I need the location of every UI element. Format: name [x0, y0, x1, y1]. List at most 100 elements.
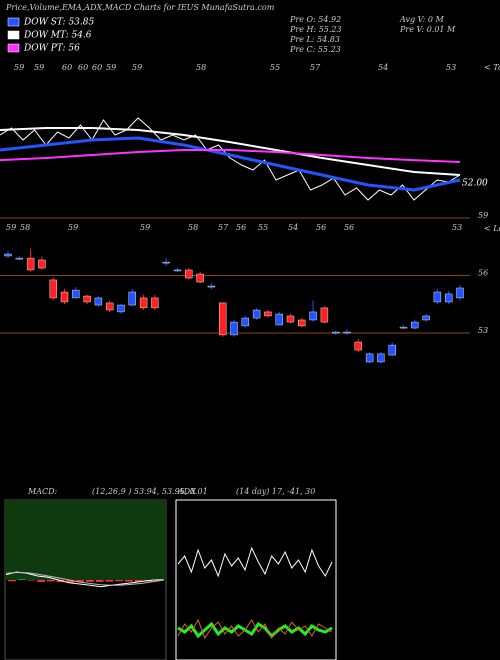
tops-label: 53 [446, 63, 456, 72]
stat-label: Pre V: 0.01 M [399, 25, 456, 34]
legend-label: DOW PT: 56 [23, 44, 80, 54]
candle-body [173, 269, 182, 272]
y-tick-label: 53 [478, 326, 488, 335]
lows-label: 56 [236, 223, 246, 232]
tops-label: 54 [378, 63, 388, 72]
candle-body [162, 261, 170, 264]
macd-histogram-bar [76, 580, 85, 582]
lows-label: 59 [140, 223, 150, 232]
legend-swatch [7, 43, 20, 53]
candle-body [252, 309, 261, 319]
tops-label: 55 [270, 63, 280, 72]
candle-body [388, 344, 396, 356]
stat-label: Pre O: 54.92 [289, 15, 341, 24]
macd-positive-zone [5, 500, 166, 580]
candle-body [83, 295, 91, 303]
lows-label: 56 [316, 223, 326, 232]
legend-label: DOW ST: 53.85 [23, 18, 94, 28]
macd-histogram-bar [56, 580, 65, 583]
lows-label: 57 [218, 223, 229, 232]
candle-body [298, 319, 306, 327]
tops-label: 59 [34, 63, 44, 72]
macd-line [5, 571, 165, 588]
lows-label: 54 [288, 223, 298, 232]
candle-body [365, 353, 374, 363]
macd-histogram-bar [47, 580, 55, 582]
lows-label: 58 [20, 223, 30, 232]
adx-line [177, 546, 333, 578]
macd-label: MACD: [27, 487, 58, 496]
candle-body [196, 273, 204, 283]
series-line [0, 136, 461, 192]
tops-label: 59 [132, 63, 142, 72]
candle-body [309, 311, 317, 321]
candle-body [422, 315, 430, 321]
candle-body [15, 257, 24, 260]
candle-body [151, 297, 159, 309]
lows-label: 53 [452, 223, 462, 232]
candle-body [230, 321, 238, 336]
candle-body [139, 297, 148, 309]
candle-body [377, 353, 385, 363]
candle-body [207, 285, 216, 288]
macd-histogram-bar [17, 579, 26, 580]
tops-label: 60 [78, 63, 88, 72]
candle-body [433, 291, 442, 303]
candle-body [343, 331, 351, 334]
stat-label: Pre L: 54.83 [289, 35, 340, 44]
candle-body [4, 253, 12, 257]
macd-histogram-bar [125, 580, 133, 582]
candle-body [445, 293, 453, 303]
tops-marker: < Tops [484, 63, 500, 72]
candle-body [49, 279, 57, 299]
macd-histogram-bar [115, 580, 124, 582]
macd-histogram-bar [86, 580, 94, 582]
candle-body [354, 341, 362, 351]
lows-label: 56 [344, 223, 354, 232]
candle-body [72, 289, 80, 299]
stat-label: Pre H: 55.23 [289, 25, 342, 34]
y-tick-label: 59 [478, 211, 488, 220]
series-line [0, 117, 461, 201]
lows-label: 55 [258, 223, 268, 232]
series-line [0, 149, 461, 163]
adx-line [177, 621, 333, 639]
series-line [0, 127, 461, 176]
y-tick-label: 56 [478, 269, 488, 278]
candle-body [241, 317, 250, 327]
candle-body [264, 311, 272, 317]
macd-histogram-bar [95, 580, 104, 582]
tops-label: 60 [62, 63, 72, 72]
candle-body [332, 331, 340, 334]
macd-histogram-bar [27, 580, 36, 581]
candle-body [320, 307, 329, 323]
candle-body [399, 326, 408, 329]
candle-body [105, 302, 114, 311]
tops-label: 59 [106, 63, 116, 72]
legend-swatch [7, 17, 20, 27]
tops-label: 59 [14, 63, 24, 72]
adx-params: (14 day) 17, -41, 30 [236, 487, 315, 496]
candle-body [38, 259, 46, 269]
macd-histogram-bar [8, 580, 16, 582]
signal-line [5, 571, 165, 586]
legend-swatch [7, 30, 20, 40]
candle-body [456, 287, 464, 299]
candle-body [218, 302, 227, 336]
macd-histogram-bar [37, 580, 46, 582]
candle-body [411, 321, 419, 329]
tops-label: 60 [92, 63, 102, 72]
lows-label: 59 [68, 223, 78, 232]
lows-marker: < Lows [484, 224, 500, 233]
candle-body [286, 315, 295, 323]
stat-label: Avg V: 0 M [399, 15, 444, 24]
candle-body [128, 291, 137, 306]
macd-histogram-bar [66, 580, 75, 583]
macd-histogram-bar [105, 580, 114, 582]
price-label: 52.00 [462, 179, 488, 189]
candle-body [26, 257, 35, 271]
candle-body [185, 269, 193, 279]
candle-body [117, 304, 125, 313]
candle-body [94, 297, 103, 306]
